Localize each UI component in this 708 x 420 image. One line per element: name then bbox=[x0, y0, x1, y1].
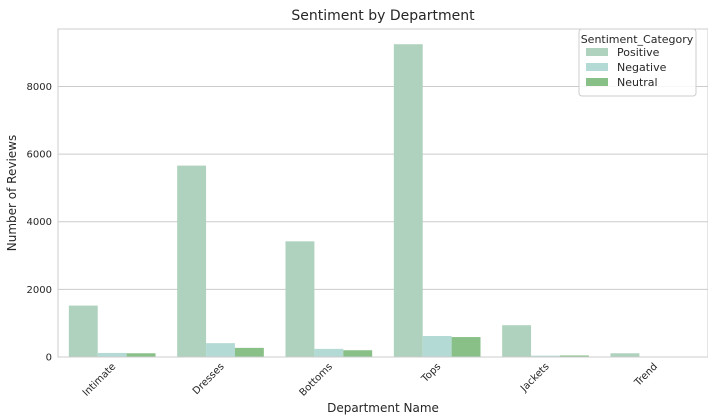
plot-frame bbox=[57, 28, 708, 358]
legend-label-positive: Positive bbox=[617, 46, 660, 59]
bar-tops-positive bbox=[393, 44, 423, 358]
bar-dresses-positive bbox=[177, 165, 207, 357]
x-tick-label: Jackets bbox=[518, 361, 551, 394]
bar-intimate-negative bbox=[97, 352, 127, 357]
legend-title: Sentiment_Category bbox=[581, 33, 694, 46]
bar-tops-neutral bbox=[451, 337, 481, 357]
bar-tops-negative bbox=[422, 336, 452, 357]
legend-label-neutral: Neutral bbox=[617, 76, 658, 89]
y-tick-label: 0 bbox=[46, 353, 52, 364]
grid-lines bbox=[58, 85, 708, 358]
bar-bottoms-neutral bbox=[343, 350, 373, 357]
legend-label-negative: Negative bbox=[617, 61, 667, 74]
legend-swatch-negative bbox=[586, 63, 608, 71]
legend-box bbox=[578, 28, 697, 97]
bar-trend-positive bbox=[610, 353, 640, 357]
legend-swatch-neutral bbox=[586, 78, 608, 86]
bar-intimate-positive bbox=[68, 305, 98, 357]
bar-bottoms-positive bbox=[285, 241, 315, 357]
bars bbox=[68, 44, 698, 358]
y-axis-ticks: 0 2000 4000 6000 8000 bbox=[27, 82, 52, 364]
y-tick-label: 4000 bbox=[27, 217, 52, 228]
y-tick-label: 6000 bbox=[27, 150, 52, 161]
bar-intimate-neutral bbox=[126, 353, 156, 357]
x-tick-label: Intimate bbox=[81, 361, 118, 398]
x-tick-label: Bottoms bbox=[298, 361, 335, 398]
x-tick-label: Dresses bbox=[191, 361, 227, 397]
x-axis-label: Department Name bbox=[327, 401, 439, 415]
chart-title: Sentiment by Department bbox=[291, 8, 475, 24]
x-tick-label: Trend bbox=[632, 361, 660, 389]
bar-bottoms-negative bbox=[314, 348, 344, 357]
bar-jackets-neutral bbox=[559, 355, 589, 357]
bar-jackets-positive bbox=[502, 325, 532, 357]
y-tick-label: 8000 bbox=[27, 82, 52, 93]
y-tick-label: 2000 bbox=[27, 285, 52, 296]
x-axis-ticks: Intimate Dresses Bottoms Tops Jackets Trend bbox=[81, 361, 660, 398]
bar-dresses-negative bbox=[206, 343, 235, 357]
y-axis-label: Number of Reviews bbox=[5, 135, 19, 251]
legend-items: Positive Negative Neutral bbox=[586, 46, 667, 89]
legend-swatch-positive bbox=[586, 48, 608, 56]
bar-dresses-neutral bbox=[234, 347, 264, 357]
bar-jackets-negative bbox=[531, 355, 560, 357]
legend: Sentiment_Category Positive Negative Neutr… bbox=[578, 28, 697, 97]
x-tick-label: Tops bbox=[419, 361, 443, 385]
